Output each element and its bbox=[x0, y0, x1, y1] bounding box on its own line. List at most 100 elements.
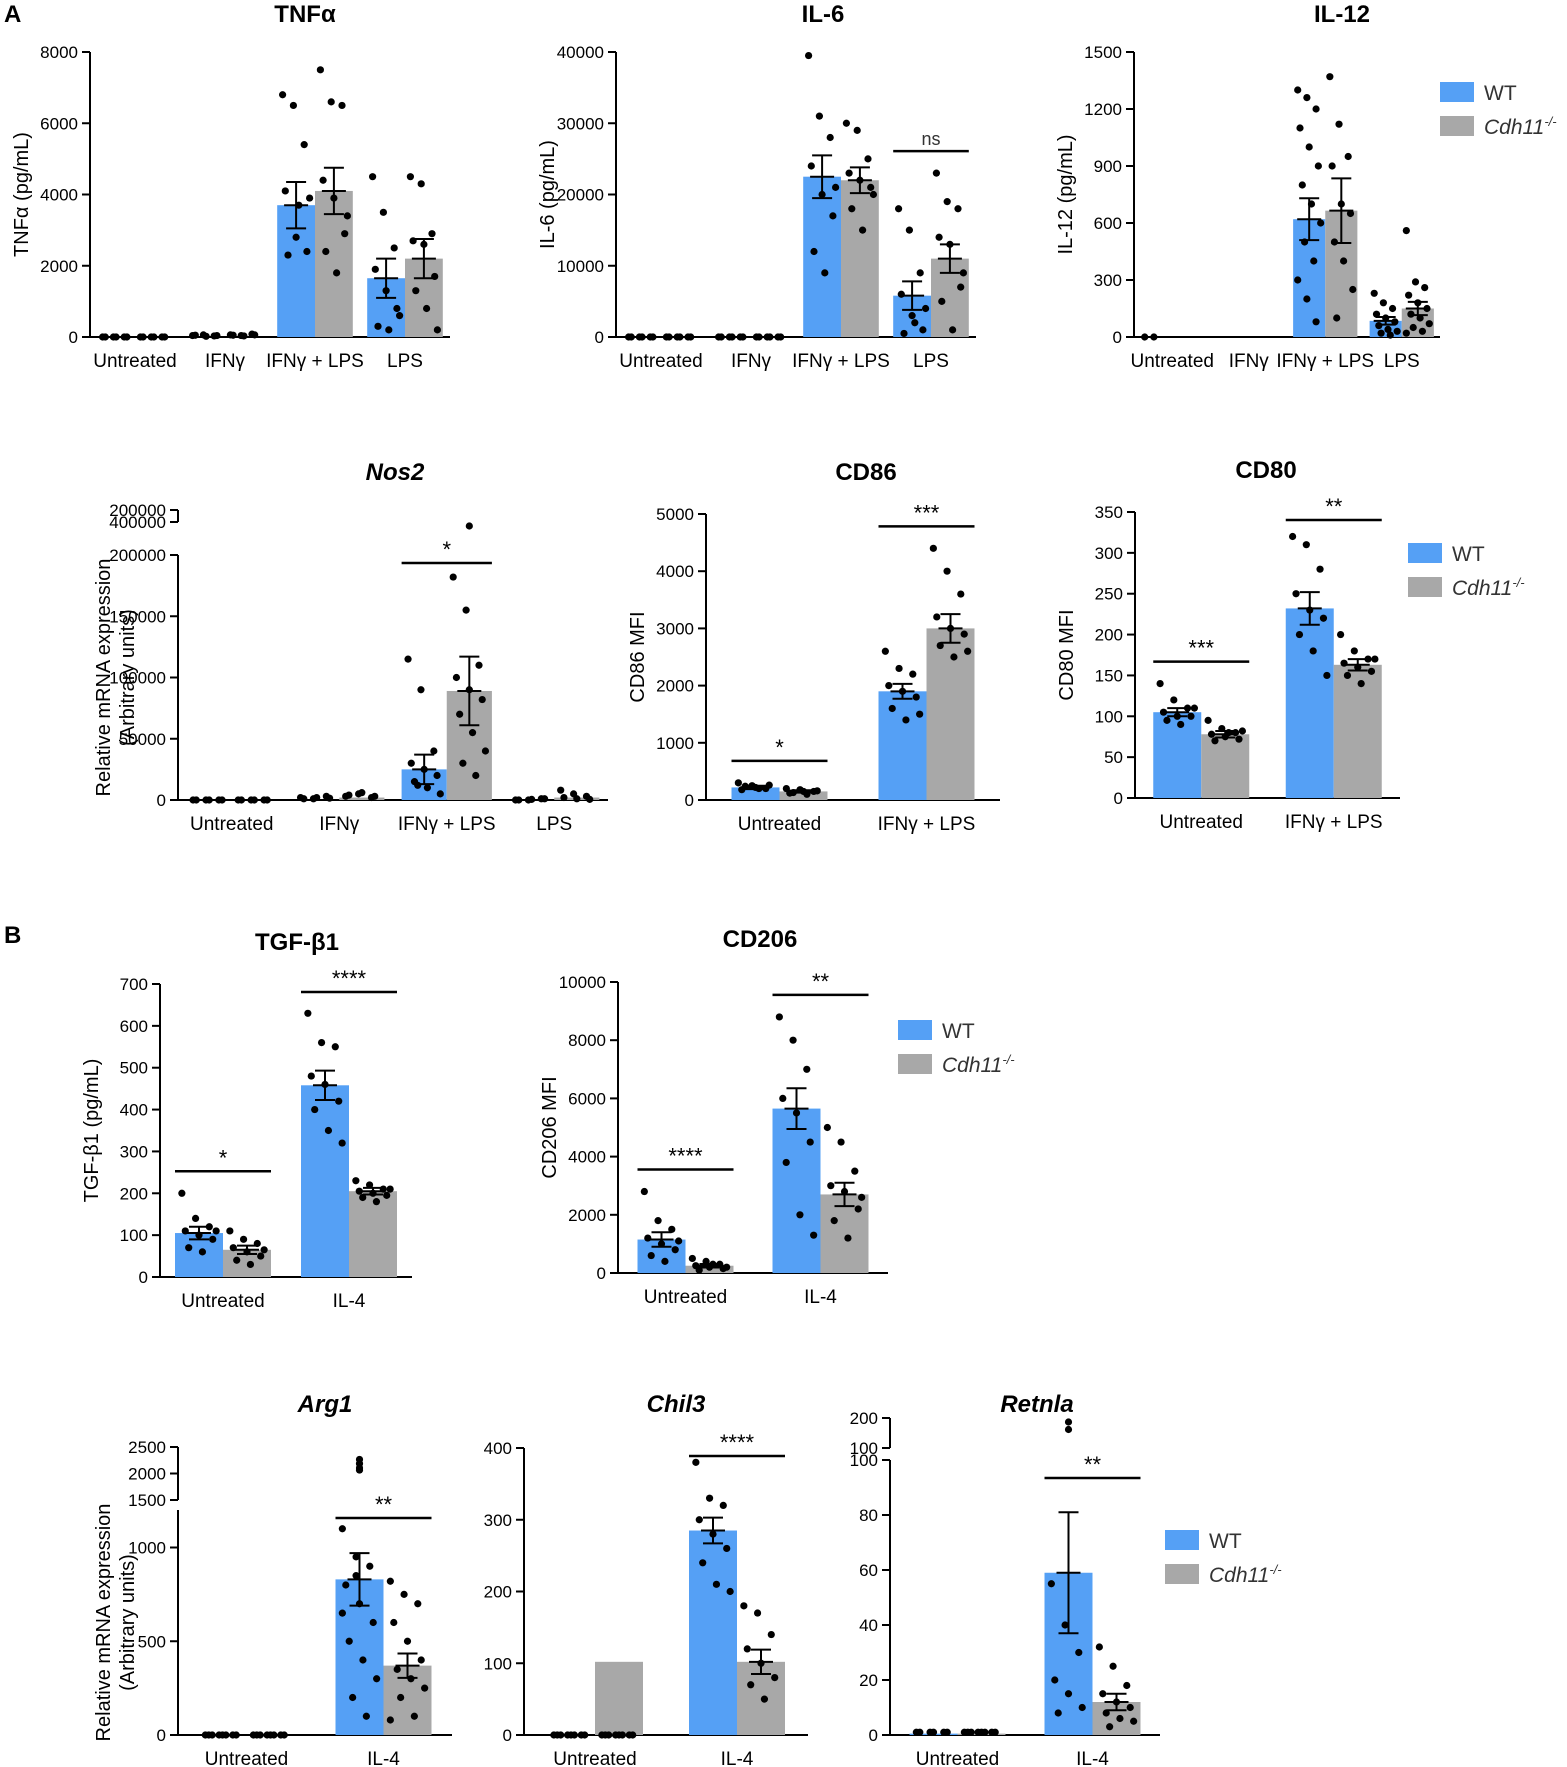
data-point bbox=[676, 333, 684, 341]
y-tick-label: 2000 bbox=[656, 677, 694, 696]
data-point bbox=[823, 1123, 831, 1132]
data-point bbox=[386, 1577, 394, 1585]
bar-wt bbox=[301, 1085, 349, 1277]
data-point bbox=[605, 1731, 613, 1739]
x-category-label: IFNγ bbox=[205, 351, 246, 372]
panel-label-a: A bbox=[4, 1, 21, 28]
data-point bbox=[1303, 94, 1311, 102]
data-point bbox=[1177, 720, 1185, 729]
data-point bbox=[150, 333, 158, 341]
x-category-label: Untreated bbox=[644, 1287, 727, 1308]
data-point bbox=[1116, 1714, 1124, 1723]
data-point bbox=[888, 704, 896, 713]
significance-label: ** bbox=[1325, 494, 1343, 519]
data-point bbox=[981, 1728, 989, 1736]
data-point bbox=[289, 101, 297, 110]
data-point bbox=[1211, 737, 1219, 745]
data-point bbox=[897, 290, 905, 298]
data-point bbox=[414, 781, 422, 789]
chart-title: Retnla bbox=[1000, 1391, 1073, 1418]
x-category-label: LPS bbox=[913, 351, 949, 372]
data-point bbox=[766, 333, 774, 341]
data-point bbox=[827, 1182, 835, 1190]
data-point bbox=[1370, 289, 1378, 297]
data-point bbox=[420, 765, 428, 773]
data-point bbox=[420, 240, 428, 248]
data-point bbox=[743, 1645, 751, 1653]
data-point bbox=[881, 647, 889, 655]
legend-label-cdh11-superscript: -/- bbox=[1512, 575, 1525, 590]
chart-title: Arg1 bbox=[297, 1391, 353, 1418]
data-point bbox=[321, 1080, 329, 1089]
legend: WT Cdh11-/- bbox=[1440, 82, 1557, 139]
data-point bbox=[916, 1728, 924, 1736]
chart-title: IL-12 bbox=[1314, 1, 1370, 28]
data-point bbox=[465, 686, 473, 694]
data-point bbox=[212, 1227, 220, 1235]
data-point bbox=[757, 1659, 765, 1667]
data-point bbox=[943, 567, 951, 575]
data-point bbox=[449, 573, 457, 581]
data-point bbox=[417, 686, 425, 694]
y-tick-label: 1000 bbox=[656, 734, 694, 753]
y-axis-label: TNFα (pg/mL) bbox=[11, 132, 33, 257]
y-tick-label: 300 bbox=[1094, 271, 1122, 290]
data-point bbox=[406, 173, 414, 181]
x-category-label: IFNγ + LPS bbox=[878, 814, 976, 835]
y-axis-label: Relative mRNA expression bbox=[93, 559, 115, 797]
data-point bbox=[859, 226, 867, 234]
panel-label-b: B bbox=[4, 922, 21, 949]
data-point bbox=[322, 247, 330, 256]
x-category-label: IL-4 bbox=[804, 1287, 837, 1308]
data-point bbox=[1112, 1698, 1121, 1706]
y-tick-label: 150 bbox=[1095, 666, 1123, 685]
data-point bbox=[1337, 630, 1345, 639]
data-point bbox=[657, 1240, 666, 1248]
x-category-label: IL-4 bbox=[1076, 1749, 1109, 1767]
significance-label: * bbox=[775, 735, 784, 760]
x-category-label: LPS bbox=[536, 814, 572, 835]
data-point bbox=[1294, 276, 1302, 284]
data-point bbox=[919, 326, 927, 334]
data-point bbox=[1317, 219, 1325, 227]
bar-cdh11 bbox=[1201, 734, 1250, 798]
data-point bbox=[1064, 1690, 1073, 1698]
significance-label: *** bbox=[1188, 636, 1214, 661]
data-point bbox=[1316, 565, 1324, 573]
data-point bbox=[352, 1572, 360, 1580]
data-point bbox=[946, 624, 955, 633]
data-point bbox=[1078, 1703, 1086, 1712]
data-point bbox=[1303, 295, 1311, 303]
data-point bbox=[515, 796, 523, 804]
data-point bbox=[1372, 310, 1381, 318]
data-point bbox=[692, 1458, 700, 1466]
chart-tgfb1: TGF-β1 TGF-β1 (pg/mL) 0 100 200 300 400 500 600 7… bbox=[81, 929, 412, 1312]
x-category-label: Untreated bbox=[205, 1749, 288, 1767]
data-point bbox=[307, 1072, 315, 1080]
y-axis-label: CD206 MFI bbox=[539, 1076, 561, 1178]
data-point bbox=[478, 695, 486, 704]
y-tick-label: 30000 bbox=[557, 114, 604, 133]
data-point bbox=[803, 1065, 811, 1073]
data-point bbox=[1312, 105, 1320, 113]
significance-label: ** bbox=[812, 969, 830, 994]
bar-wt bbox=[1153, 712, 1202, 798]
data-point bbox=[638, 333, 646, 341]
data-point bbox=[338, 1525, 346, 1533]
x-category-label: Untreated bbox=[1160, 812, 1243, 833]
chart-title: TNFα bbox=[274, 1, 336, 28]
y-tick-label: 400 bbox=[484, 1439, 512, 1458]
data-point bbox=[755, 784, 763, 793]
y-tick-label: 0 bbox=[1114, 789, 1123, 808]
data-point bbox=[270, 1731, 278, 1739]
data-point bbox=[355, 1187, 363, 1195]
data-point bbox=[1350, 647, 1358, 655]
y-axis-label: Relative mRNA expression bbox=[93, 1504, 115, 1742]
data-point bbox=[1106, 1723, 1114, 1731]
data-point bbox=[739, 333, 747, 341]
legend-label-cdh11: Cdh11-/- bbox=[1209, 1562, 1282, 1587]
data-point bbox=[1344, 152, 1352, 161]
y-tick-label: 0 bbox=[685, 791, 694, 810]
bar-wt bbox=[878, 691, 927, 800]
legend-label-cdh11-superscript: -/- bbox=[1544, 114, 1557, 129]
